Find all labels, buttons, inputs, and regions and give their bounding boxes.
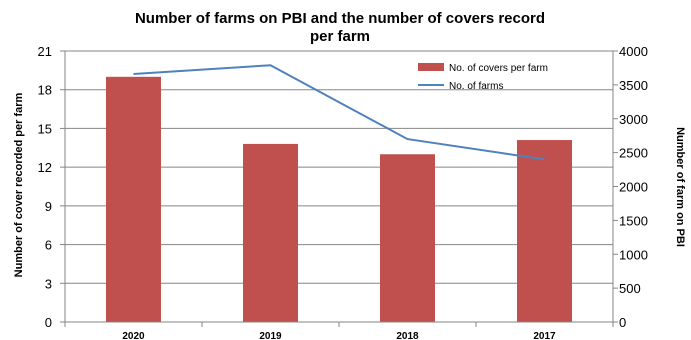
series-line-farms: [133, 64, 545, 161]
y2-tick-label: 1000: [619, 247, 648, 262]
y2-tick-label: 4000: [619, 44, 648, 59]
tick-labels: 0 3 6 9 12 15 18 21 0 500 1000 1500 2000 2500 3000 3500…: [38, 44, 648, 340]
y-tick-label: 21: [38, 44, 52, 59]
bar-series: [106, 76, 572, 322]
y2-axis-label: Number of farm on PBI: [674, 127, 686, 247]
y2-tick-label: 2500: [619, 146, 648, 161]
axes: [60, 50, 618, 327]
legend-label-farms: No. of farms: [449, 81, 503, 92]
legend-label-covers: No. of covers per farm: [449, 63, 548, 74]
y-tick-label: 12: [38, 160, 52, 175]
chart-title-line2: per farm: [310, 28, 370, 45]
y-tick-label: 18: [38, 83, 52, 98]
y2-tick-label: 1500: [619, 213, 648, 228]
y2-tick-label: 3500: [619, 78, 648, 93]
y-tick-label: 15: [38, 121, 52, 136]
bar: [243, 143, 298, 322]
bar: [380, 154, 435, 322]
legend: No. of covers per farm No. of farms: [418, 63, 548, 92]
x-tick-label: 2017: [533, 331, 556, 340]
line-series: [133, 64, 545, 161]
x-tick-label: 2018: [396, 331, 419, 340]
bar: [517, 140, 572, 322]
x-tick-label: 2020: [122, 331, 145, 340]
x-tick-label: 2019: [259, 331, 282, 340]
bar: [106, 76, 161, 322]
y2-tick-label: 2000: [619, 180, 648, 195]
y2-tick-label: 500: [619, 281, 641, 296]
y-tick-label: 6: [45, 238, 52, 253]
y-tick-label: 9: [45, 199, 52, 214]
chart-title-line1: Number of farms on PBI and the number of…: [135, 10, 545, 27]
y2-tick-label: 3000: [619, 112, 648, 127]
y-tick-label: 0: [45, 315, 52, 330]
y-axis-label: Number of cover recorded per farm: [13, 92, 25, 277]
legend-swatch-covers: [418, 63, 444, 71]
y-tick-label: 3: [45, 276, 52, 291]
y2-tick-label: 0: [619, 315, 626, 330]
